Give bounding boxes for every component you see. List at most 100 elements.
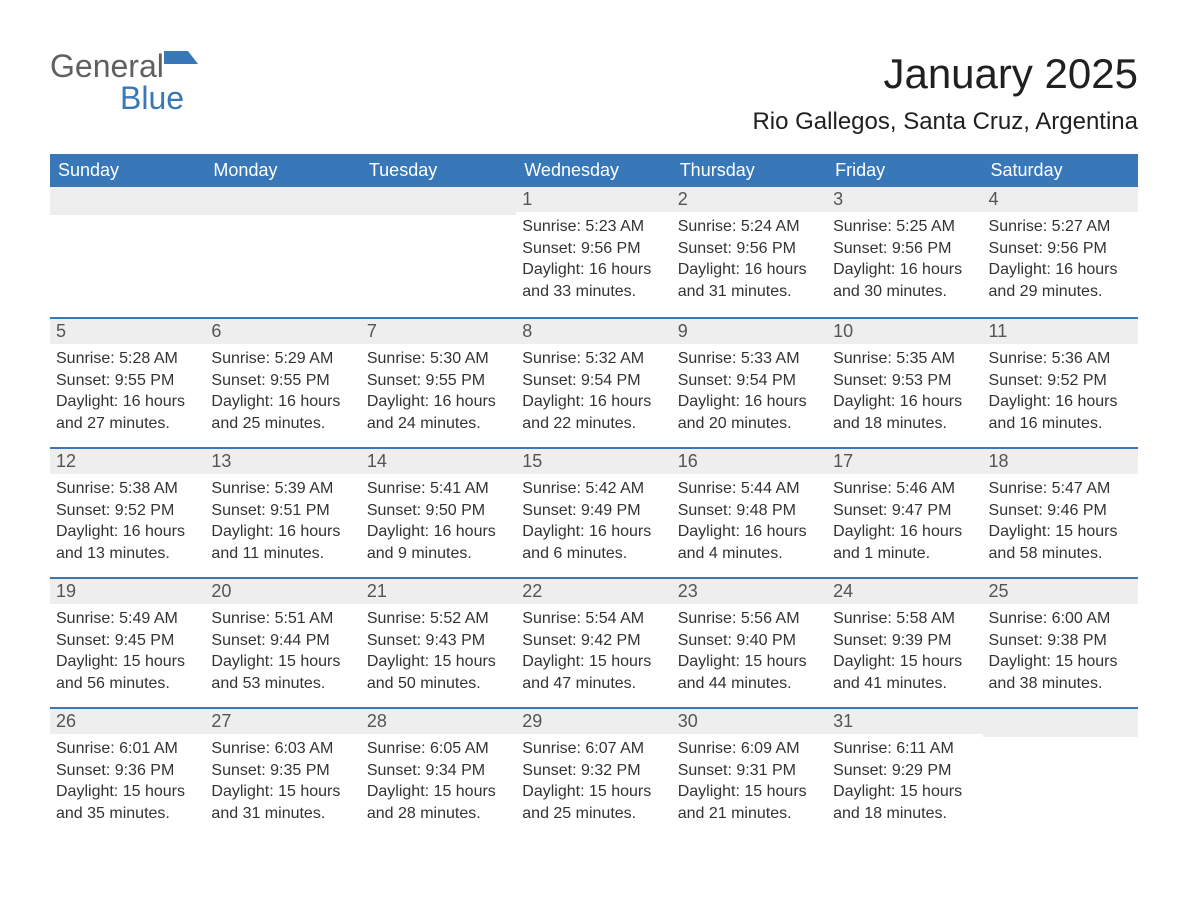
day-details: Sunrise: 5:24 AMSunset: 9:56 PMDaylight:…: [672, 212, 827, 308]
sunset-text: Sunset: 9:42 PM: [522, 630, 665, 652]
daylight-text: Daylight: 16 hours and 33 minutes.: [522, 259, 665, 302]
daylight-text: Daylight: 16 hours and 25 minutes.: [211, 391, 354, 434]
day-details: Sunrise: 5:23 AMSunset: 9:56 PMDaylight:…: [516, 212, 671, 308]
sunset-text: Sunset: 9:50 PM: [367, 500, 510, 522]
sunrise-text: Sunrise: 5:30 AM: [367, 348, 510, 370]
day-number: 10: [827, 317, 982, 344]
calendar-cell: 5Sunrise: 5:28 AMSunset: 9:55 PMDaylight…: [50, 317, 205, 447]
sunrise-text: Sunrise: 6:00 AM: [989, 608, 1132, 630]
daylight-text: Daylight: 16 hours and 11 minutes.: [211, 521, 354, 564]
day-details: [50, 215, 205, 225]
day-number: [50, 187, 205, 215]
sunrise-text: Sunrise: 6:11 AM: [833, 738, 976, 760]
calendar-cell: 27Sunrise: 6:03 AMSunset: 9:35 PMDayligh…: [205, 707, 360, 837]
sunset-text: Sunset: 9:52 PM: [989, 370, 1132, 392]
day-number: 25: [983, 577, 1138, 604]
calendar-cell: 25Sunrise: 6:00 AMSunset: 9:38 PMDayligh…: [983, 577, 1138, 707]
sunrise-text: Sunrise: 5:28 AM: [56, 348, 199, 370]
daylight-text: Daylight: 16 hours and 16 minutes.: [989, 391, 1132, 434]
day-number: 7: [361, 317, 516, 344]
sunset-text: Sunset: 9:34 PM: [367, 760, 510, 782]
day-number: 20: [205, 577, 360, 604]
day-number: 9: [672, 317, 827, 344]
sunrise-text: Sunrise: 5:42 AM: [522, 478, 665, 500]
calendar-table: SundayMondayTuesdayWednesdayThursdayFrid…: [50, 154, 1138, 837]
day-number: 6: [205, 317, 360, 344]
calendar-cell: 2Sunrise: 5:24 AMSunset: 9:56 PMDaylight…: [672, 187, 827, 317]
day-details: Sunrise: 5:35 AMSunset: 9:53 PMDaylight:…: [827, 344, 982, 440]
sunrise-text: Sunrise: 5:29 AM: [211, 348, 354, 370]
brand-part2: Blue: [50, 80, 184, 116]
day-number: 18: [983, 447, 1138, 474]
sunset-text: Sunset: 9:56 PM: [833, 238, 976, 260]
weekday-header: Sunday: [50, 154, 205, 187]
calendar-cell: [983, 707, 1138, 837]
day-number: 1: [516, 187, 671, 212]
day-details: Sunrise: 5:52 AMSunset: 9:43 PMDaylight:…: [361, 604, 516, 700]
sunset-text: Sunset: 9:56 PM: [522, 238, 665, 260]
day-number: 29: [516, 707, 671, 734]
day-details: Sunrise: 6:03 AMSunset: 9:35 PMDaylight:…: [205, 734, 360, 830]
sunset-text: Sunset: 9:52 PM: [56, 500, 199, 522]
calendar-cell: 28Sunrise: 6:05 AMSunset: 9:34 PMDayligh…: [361, 707, 516, 837]
day-number: 13: [205, 447, 360, 474]
calendar-cell: 20Sunrise: 5:51 AMSunset: 9:44 PMDayligh…: [205, 577, 360, 707]
day-details: Sunrise: 6:07 AMSunset: 9:32 PMDaylight:…: [516, 734, 671, 830]
sunrise-text: Sunrise: 5:25 AM: [833, 216, 976, 238]
weekday-header: Tuesday: [361, 154, 516, 187]
day-details: Sunrise: 5:44 AMSunset: 9:48 PMDaylight:…: [672, 474, 827, 570]
calendar-cell: 15Sunrise: 5:42 AMSunset: 9:49 PMDayligh…: [516, 447, 671, 577]
day-number: 14: [361, 447, 516, 474]
sunrise-text: Sunrise: 6:09 AM: [678, 738, 821, 760]
day-number: 8: [516, 317, 671, 344]
sunset-text: Sunset: 9:56 PM: [678, 238, 821, 260]
sunset-text: Sunset: 9:44 PM: [211, 630, 354, 652]
day-details: Sunrise: 6:05 AMSunset: 9:34 PMDaylight:…: [361, 734, 516, 830]
daylight-text: Daylight: 15 hours and 41 minutes.: [833, 651, 976, 694]
daylight-text: Daylight: 16 hours and 18 minutes.: [833, 391, 976, 434]
sunset-text: Sunset: 9:36 PM: [56, 760, 199, 782]
sunset-text: Sunset: 9:38 PM: [989, 630, 1132, 652]
day-details: Sunrise: 6:00 AMSunset: 9:38 PMDaylight:…: [983, 604, 1138, 700]
day-number: 24: [827, 577, 982, 604]
calendar-cell: 6Sunrise: 5:29 AMSunset: 9:55 PMDaylight…: [205, 317, 360, 447]
sunset-text: Sunset: 9:47 PM: [833, 500, 976, 522]
day-details: Sunrise: 5:25 AMSunset: 9:56 PMDaylight:…: [827, 212, 982, 308]
daylight-text: Daylight: 15 hours and 21 minutes.: [678, 781, 821, 824]
calendar-cell: 17Sunrise: 5:46 AMSunset: 9:47 PMDayligh…: [827, 447, 982, 577]
sunset-text: Sunset: 9:55 PM: [367, 370, 510, 392]
day-details: Sunrise: 5:51 AMSunset: 9:44 PMDaylight:…: [205, 604, 360, 700]
weekday-header: Wednesday: [516, 154, 671, 187]
sunset-text: Sunset: 9:43 PM: [367, 630, 510, 652]
sunset-text: Sunset: 9:54 PM: [678, 370, 821, 392]
daylight-text: Daylight: 16 hours and 31 minutes.: [678, 259, 821, 302]
daylight-text: Daylight: 16 hours and 9 minutes.: [367, 521, 510, 564]
sunrise-text: Sunrise: 5:38 AM: [56, 478, 199, 500]
sunset-text: Sunset: 9:54 PM: [522, 370, 665, 392]
title-block: January 2025 Rio Gallegos, Santa Cruz, A…: [752, 50, 1138, 136]
daylight-text: Daylight: 16 hours and 27 minutes.: [56, 391, 199, 434]
sunset-text: Sunset: 9:31 PM: [678, 760, 821, 782]
calendar-cell: 24Sunrise: 5:58 AMSunset: 9:39 PMDayligh…: [827, 577, 982, 707]
daylight-text: Daylight: 15 hours and 53 minutes.: [211, 651, 354, 694]
sunset-text: Sunset: 9:56 PM: [989, 238, 1132, 260]
calendar-cell: [205, 187, 360, 317]
day-number: 23: [672, 577, 827, 604]
daylight-text: Daylight: 16 hours and 22 minutes.: [522, 391, 665, 434]
daylight-text: Daylight: 15 hours and 50 minutes.: [367, 651, 510, 694]
sunset-text: Sunset: 9:53 PM: [833, 370, 976, 392]
sunrise-text: Sunrise: 5:46 AM: [833, 478, 976, 500]
daylight-text: Daylight: 16 hours and 13 minutes.: [56, 521, 199, 564]
sunset-text: Sunset: 9:39 PM: [833, 630, 976, 652]
day-details: Sunrise: 5:29 AMSunset: 9:55 PMDaylight:…: [205, 344, 360, 440]
brand-logo: General Blue: [50, 50, 198, 114]
sunset-text: Sunset: 9:45 PM: [56, 630, 199, 652]
brand-part1: General: [50, 48, 164, 84]
daylight-text: Daylight: 16 hours and 1 minute.: [833, 521, 976, 564]
calendar-week: 12Sunrise: 5:38 AMSunset: 9:52 PMDayligh…: [50, 447, 1138, 577]
day-details: Sunrise: 5:41 AMSunset: 9:50 PMDaylight:…: [361, 474, 516, 570]
page-title: January 2025: [752, 50, 1138, 98]
day-number: 19: [50, 577, 205, 604]
sunrise-text: Sunrise: 5:32 AM: [522, 348, 665, 370]
day-details: Sunrise: 5:38 AMSunset: 9:52 PMDaylight:…: [50, 474, 205, 570]
